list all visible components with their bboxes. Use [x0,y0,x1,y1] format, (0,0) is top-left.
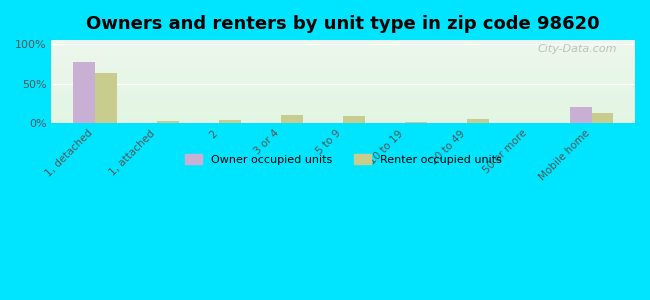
Text: City-Data.com: City-Data.com [538,44,617,54]
Bar [95,74,116,123]
Title: Owners and renters by unit type in zip code 98620: Owners and renters by unit type in zip c… [86,15,600,33]
Bar [157,121,179,123]
Bar [219,120,240,123]
Bar [406,122,427,123]
Bar [570,107,592,123]
Legend: Owner occupied units, Renter occupied units: Owner occupied units, Renter occupied un… [181,150,506,169]
Bar [281,116,303,123]
Bar [343,116,365,123]
Bar [467,118,489,123]
Bar [259,122,281,123]
Bar [592,113,613,123]
Bar [73,61,95,123]
